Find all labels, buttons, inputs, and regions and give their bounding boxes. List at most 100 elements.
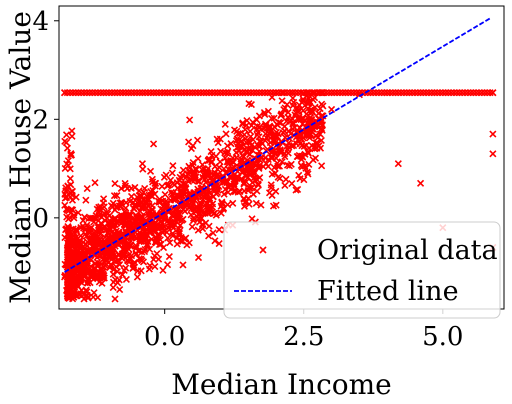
data-point bbox=[215, 240, 223, 248]
data-point bbox=[282, 175, 290, 183]
data-point bbox=[236, 89, 244, 97]
data-point bbox=[223, 142, 232, 150]
data-point bbox=[63, 89, 71, 97]
data-point bbox=[98, 213, 106, 221]
data-point bbox=[489, 130, 497, 138]
data-point bbox=[304, 170, 312, 178]
data-point bbox=[108, 89, 116, 97]
data-point bbox=[107, 260, 115, 268]
data-point bbox=[262, 160, 270, 168]
data-point bbox=[257, 138, 265, 146]
data-point bbox=[220, 190, 228, 198]
data-point bbox=[260, 109, 268, 117]
data-point bbox=[245, 165, 253, 173]
data-point bbox=[291, 89, 299, 97]
data-point bbox=[134, 247, 142, 255]
data-point bbox=[169, 89, 177, 97]
data-point bbox=[139, 165, 147, 173]
data-point bbox=[478, 89, 486, 97]
data-point bbox=[225, 89, 233, 97]
data-point bbox=[283, 161, 292, 169]
data-point bbox=[414, 89, 422, 97]
data-point bbox=[191, 89, 199, 97]
data-point bbox=[442, 89, 450, 97]
data-point bbox=[280, 89, 288, 97]
data-point bbox=[86, 225, 95, 233]
data-point bbox=[302, 110, 310, 118]
data-point bbox=[110, 192, 118, 200]
data-point bbox=[129, 198, 137, 206]
data-point bbox=[254, 155, 262, 163]
data-point bbox=[300, 89, 308, 97]
data-point bbox=[267, 181, 275, 189]
data-point bbox=[152, 89, 160, 97]
data-point bbox=[65, 244, 73, 252]
data-point bbox=[144, 224, 152, 232]
data-point bbox=[135, 187, 143, 195]
data-point bbox=[255, 89, 263, 97]
data-point bbox=[297, 152, 305, 160]
data-point bbox=[229, 183, 237, 191]
data-point bbox=[174, 208, 182, 216]
data-point bbox=[205, 222, 213, 230]
data-point bbox=[147, 89, 155, 97]
data-point bbox=[285, 139, 293, 147]
data-point bbox=[137, 215, 145, 223]
data-point bbox=[286, 89, 294, 97]
data-point bbox=[77, 232, 85, 240]
data-point bbox=[185, 177, 193, 186]
data-point bbox=[336, 89, 344, 97]
data-point bbox=[233, 89, 241, 97]
data-point bbox=[105, 224, 113, 232]
data-point bbox=[130, 89, 138, 97]
data-point bbox=[145, 245, 154, 253]
data-point bbox=[97, 203, 105, 211]
data-point bbox=[106, 238, 114, 246]
data-point bbox=[394, 89, 402, 97]
data-point bbox=[66, 175, 74, 183]
data-point bbox=[229, 199, 237, 207]
data-point bbox=[62, 138, 70, 147]
data-point bbox=[66, 193, 74, 201]
data-point bbox=[253, 125, 261, 133]
data-point bbox=[264, 155, 272, 164]
data-point bbox=[166, 239, 174, 247]
data-point bbox=[61, 190, 69, 198]
data-point bbox=[174, 215, 183, 224]
data-point bbox=[309, 108, 317, 116]
data-point bbox=[111, 89, 119, 97]
data-point bbox=[269, 202, 278, 210]
data-point bbox=[223, 149, 231, 157]
data-point bbox=[261, 136, 269, 145]
data-point bbox=[215, 163, 223, 171]
data-point bbox=[117, 231, 125, 239]
data-point bbox=[489, 150, 497, 158]
data-point bbox=[211, 237, 219, 245]
data-point bbox=[265, 189, 274, 197]
data-point bbox=[194, 155, 202, 163]
data-point bbox=[469, 89, 477, 97]
data-point bbox=[161, 89, 169, 97]
data-point bbox=[68, 132, 76, 140]
data-point bbox=[130, 263, 138, 271]
plot-area bbox=[58, 5, 505, 310]
data-point bbox=[144, 211, 152, 219]
data-point bbox=[168, 190, 176, 198]
data-point bbox=[302, 89, 311, 97]
data-point bbox=[483, 89, 491, 97]
data-point bbox=[194, 254, 203, 262]
data-point bbox=[82, 196, 90, 204]
data-point bbox=[383, 89, 391, 97]
data-point bbox=[197, 89, 205, 97]
data-point bbox=[458, 89, 466, 97]
data-point bbox=[261, 110, 269, 118]
data-point bbox=[245, 200, 253, 208]
data-point bbox=[268, 114, 276, 122]
data-point bbox=[136, 235, 145, 243]
data-point bbox=[242, 138, 250, 146]
data-point bbox=[122, 241, 130, 249]
data-point bbox=[124, 212, 132, 220]
data-point bbox=[318, 126, 326, 134]
legend: Original data Fitted line bbox=[223, 221, 501, 319]
data-point bbox=[122, 275, 130, 283]
